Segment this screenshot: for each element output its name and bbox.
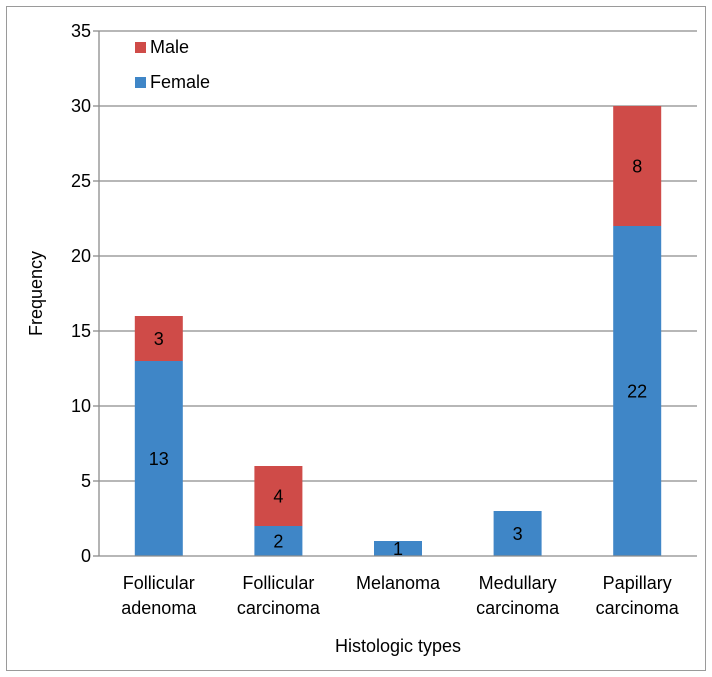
x-category-label: Follicular	[242, 573, 314, 593]
chart-frame	[6, 6, 706, 671]
y-tick-label: 20	[71, 246, 91, 266]
y-tick-label: 10	[71, 396, 91, 416]
data-label: 3	[154, 329, 164, 349]
bar-female	[613, 226, 662, 556]
gridlines	[99, 30, 697, 482]
y-tick-label: 0	[81, 546, 91, 566]
x-category-labels: Follicular adenoma Follicular carcinoma Mela…	[121, 573, 679, 618]
data-label: 22	[627, 382, 647, 402]
y-axis-title: Frequency	[26, 251, 46, 336]
data-label: 2	[273, 532, 283, 552]
y-tick-label: 15	[71, 321, 91, 341]
y-tick-label: 35	[71, 21, 91, 41]
bar-female	[254, 526, 303, 556]
x-category-label: Papillary	[603, 573, 672, 593]
y-tick-label: 5	[81, 471, 91, 491]
legend-swatch-female	[135, 77, 146, 88]
y-tick-label: 25	[71, 171, 91, 191]
data-label: 8	[632, 157, 642, 177]
bar-female	[493, 511, 542, 556]
bar-female	[374, 541, 422, 556]
x-category-label: carcinoma	[476, 598, 560, 618]
bar-male	[134, 316, 183, 361]
data-label: 3	[513, 524, 523, 544]
y-tick-label: 30	[71, 96, 91, 116]
data-label: 4	[273, 487, 283, 507]
axes	[93, 30, 697, 557]
x-category-label: Melanoma	[356, 573, 441, 593]
data-label: 13	[149, 449, 169, 469]
x-category-label: Medullary	[479, 573, 557, 593]
bar-female	[134, 361, 183, 556]
y-tick-labels: 0 5 10 15 20 25 30 35	[71, 21, 91, 566]
data-label: 1	[393, 539, 403, 559]
x-category-label: carcinoma	[596, 598, 680, 618]
bar-male	[254, 466, 303, 526]
legend-label-female: Female	[150, 72, 210, 92]
legend-swatch-male	[135, 42, 146, 53]
bars	[134, 106, 662, 556]
bar-male	[613, 106, 662, 226]
x-category-label: Follicular	[123, 573, 195, 593]
legend: Male Female	[135, 37, 210, 92]
legend-label-male: Male	[150, 37, 189, 57]
x-category-label: adenoma	[121, 598, 197, 618]
x-category-label: carcinoma	[237, 598, 321, 618]
x-axis-title: Histologic types	[335, 636, 461, 656]
